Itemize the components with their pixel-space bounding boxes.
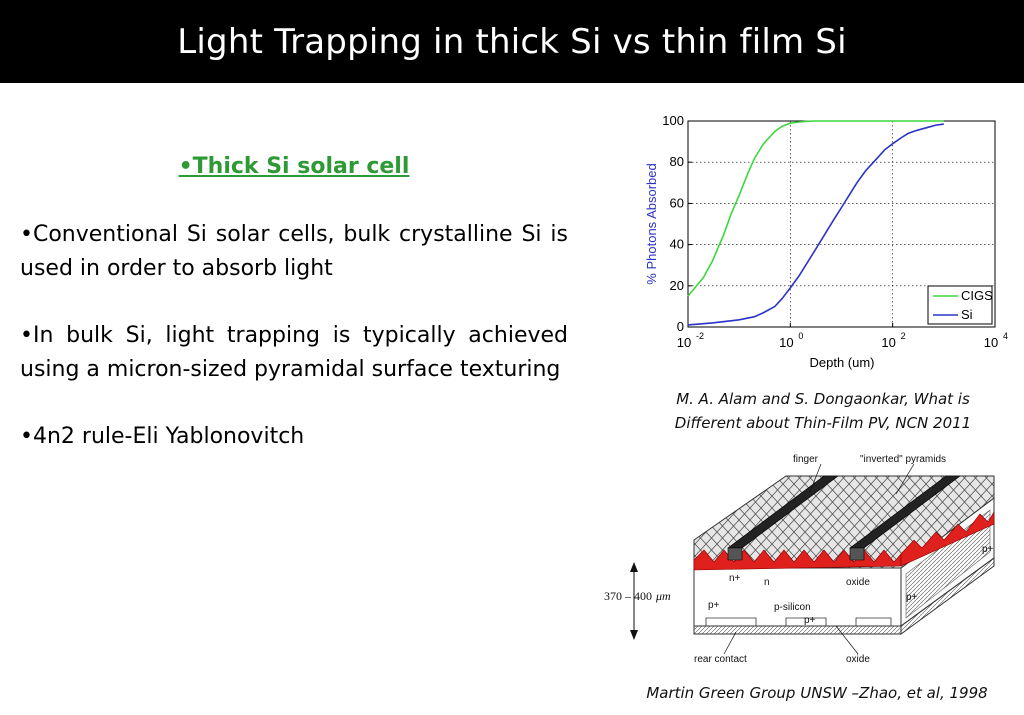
- label-oxide-top: oxide: [846, 577, 870, 588]
- finger-2-front: [849, 547, 865, 561]
- label-oxide-bottom: oxide: [846, 654, 870, 665]
- bullet-4n2-rule: •4n2 rule-Eli Yablonovitch: [20, 424, 305, 449]
- leader-rear-contact: [723, 631, 737, 655]
- label-p-silicon: p-silicon: [774, 602, 811, 613]
- legend-box: [927, 285, 993, 325]
- p-plus-regions: [705, 617, 892, 626]
- y-tick-label-1: 20: [670, 278, 684, 293]
- x-tick-label-3: 10: [984, 335, 998, 350]
- rear-contact: [693, 625, 902, 635]
- solar-cell-diagram: finger "inverted" pyramids n+ n oxide p+…: [596, 448, 1006, 678]
- y-tick-label-3: 60: [670, 195, 684, 210]
- solar-cell-svg: finger "inverted" pyramids n+ n oxide p+…: [604, 454, 995, 665]
- label-p-plus-edge: p+: [982, 544, 994, 555]
- x-tick-label-0: 10: [677, 335, 691, 350]
- diagram-caption: Martin Green Group UNSW –Zhao, et al, 19…: [646, 684, 988, 702]
- y-tick-label-5: 100: [662, 113, 684, 128]
- label-n: n: [764, 577, 770, 588]
- subheading: •Thick Si solar cell: [178, 154, 410, 179]
- label-thickness-value: 370 – 400: [604, 589, 652, 603]
- p-silicon-body: [693, 567, 902, 627]
- bullet-conventional-si: •Conventional Si solar cells, bulk cryst…: [20, 222, 568, 281]
- slide-title: Light Trapping in thick Si vs thin film …: [177, 21, 847, 62]
- x-tick-exponent-2: 2: [901, 331, 906, 341]
- x-tick-exponent-1: 0: [798, 331, 803, 341]
- rear-contact-side: [900, 557, 995, 635]
- y-tick-label-4: 80: [670, 154, 684, 169]
- text-column: •Thick Si solar cell •Conventional Si so…: [20, 150, 568, 454]
- leader-oxide-bottom: [835, 625, 859, 655]
- bullet-light-trapping: •In bulk Si, light trapping is typically…: [20, 323, 568, 382]
- legend-label-cigs: CIGS: [961, 288, 993, 303]
- legend: CIGS Si: [927, 285, 993, 325]
- absorption-chart: 0 20 40 60 80 100 10 -2 10 0 10 2 10 4 Depth (um) % P…: [620, 100, 1020, 380]
- label-p-plus-mid: p+: [804, 615, 816, 626]
- series-lines: [687, 120, 944, 326]
- leader-finger: [809, 463, 822, 493]
- x-tick-label-2: 10: [881, 335, 895, 350]
- y-tick-label-0: 0: [677, 319, 684, 334]
- n-plus-layer-side: [900, 510, 995, 567]
- finger-1-front: [727, 547, 743, 561]
- thickness-arrow-down-head: [630, 630, 638, 640]
- label-thickness-unit: μm: [655, 589, 671, 603]
- legend-label-si: Si: [961, 307, 973, 322]
- chart-caption: M. A. Alam and S. Dongaonkar, What is Di…: [640, 387, 1006, 435]
- n-plus-layer-front: [693, 549, 902, 571]
- series-line-si: [687, 123, 944, 326]
- y-tick-label-2: 40: [670, 237, 684, 252]
- y-axis-label: % Photons Absorbed: [644, 163, 659, 284]
- label-n-plus: n+: [729, 573, 741, 584]
- label-rear-contact: rear contact: [694, 654, 747, 665]
- x-tick-exponent-0: -2: [696, 331, 704, 341]
- x-tick-label-1: 10: [779, 335, 793, 350]
- label-inverted-pyramids: "inverted" pyramids: [860, 454, 946, 465]
- x-axis-label: Depth (um): [809, 355, 874, 370]
- label-finger: finger: [793, 454, 819, 465]
- label-p-plus-left: p+: [708, 600, 720, 611]
- thickness-arrow-up-head: [630, 562, 638, 572]
- chart-caption-line2: Different about Thin-Film PV, NCN 2011: [674, 414, 972, 432]
- label-thickness: 370 – 400 μm: [604, 589, 671, 603]
- series-line-cigs: [687, 120, 944, 297]
- x-tick-exponent-3: 4: [1003, 331, 1008, 341]
- title-bar: Light Trapping in thick Si vs thin film …: [0, 0, 1024, 83]
- leader-pyramids: [895, 463, 915, 495]
- chart-caption-line1: M. A. Alam and S. Dongaonkar, What is: [676, 390, 970, 408]
- label-p-plus-right: p+: [906, 592, 918, 603]
